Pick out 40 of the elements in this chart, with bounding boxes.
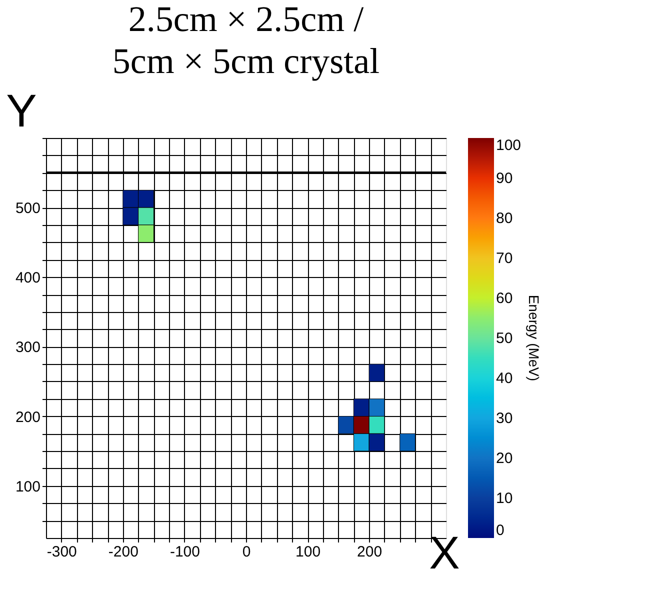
x-tick-label: 200 bbox=[357, 544, 382, 560]
x-tick-label: -100 bbox=[170, 544, 200, 560]
point bbox=[353, 433, 370, 452]
x-axis-title: X bbox=[429, 526, 460, 578]
point bbox=[338, 416, 354, 434]
point bbox=[368, 398, 385, 417]
color-bar-label: 90 bbox=[496, 170, 513, 187]
y-axis-title: Y bbox=[6, 84, 37, 136]
color-bar-label: 80 bbox=[496, 210, 513, 227]
x-tick-label: -200 bbox=[108, 544, 138, 560]
x-tick-label: 0 bbox=[242, 544, 251, 560]
point bbox=[122, 190, 139, 208]
chart-title: 2.5cm × 2.5cm / 5cm × 5cm crystal bbox=[112, 0, 380, 81]
y-tick-label: 300 bbox=[15, 339, 40, 356]
color-bar-label: 40 bbox=[496, 370, 513, 387]
x-tick-label: -300 bbox=[46, 544, 77, 560]
point bbox=[368, 364, 385, 382]
color-bar-label: 20 bbox=[496, 450, 513, 467]
point bbox=[138, 207, 154, 226]
color-bar-label: 10 bbox=[496, 490, 513, 507]
color-bar-label: 60 bbox=[496, 290, 513, 307]
y-tick-label: 500 bbox=[15, 200, 40, 218]
x-tick-label: 100 bbox=[296, 544, 321, 560]
point bbox=[353, 416, 370, 434]
point bbox=[400, 433, 416, 452]
point bbox=[353, 398, 370, 417]
color-bar-label: 30 bbox=[496, 410, 513, 427]
y-tick-label: 100 bbox=[15, 478, 40, 496]
color-bar-title: Energy (MeV) bbox=[526, 294, 542, 382]
point bbox=[122, 207, 139, 226]
color-bar-label: 50 bbox=[496, 330, 513, 347]
point bbox=[138, 224, 154, 243]
point bbox=[138, 190, 154, 208]
color-bar-label: 100 bbox=[496, 137, 522, 154]
point bbox=[368, 433, 385, 452]
y-tick-label: 200 bbox=[15, 408, 40, 426]
color-bar-label: 70 bbox=[496, 250, 513, 267]
color-bar-label: 0 bbox=[496, 522, 504, 539]
point bbox=[368, 416, 385, 434]
y-tick-label: 400 bbox=[15, 270, 40, 287]
